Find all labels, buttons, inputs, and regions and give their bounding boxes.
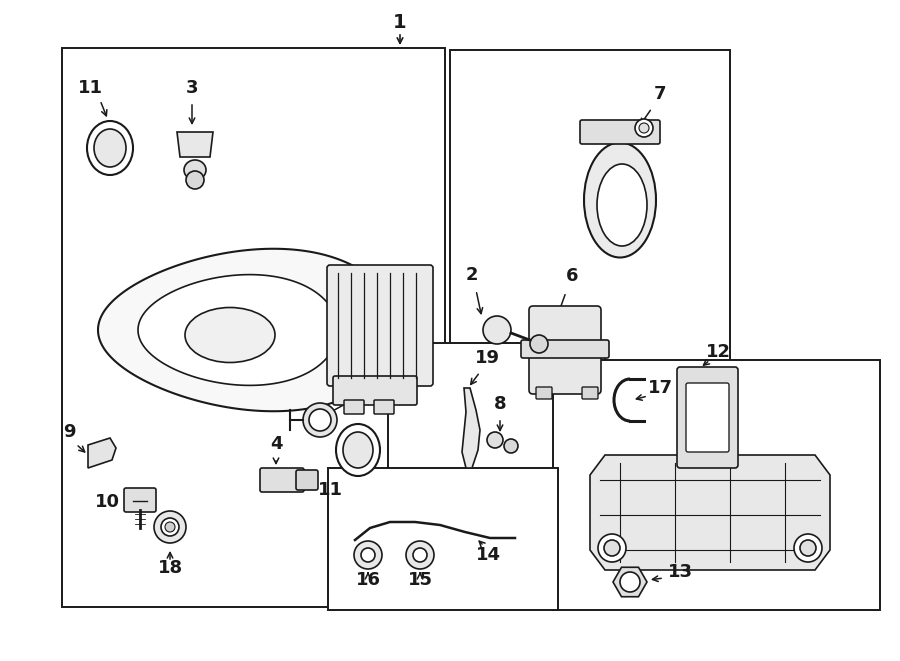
- Text: 7: 7: [653, 85, 666, 103]
- Text: 13: 13: [668, 563, 693, 581]
- Polygon shape: [138, 274, 338, 385]
- FancyBboxPatch shape: [521, 340, 609, 358]
- Text: 9: 9: [64, 423, 76, 441]
- Ellipse shape: [336, 424, 380, 476]
- Ellipse shape: [597, 164, 647, 246]
- Text: 5: 5: [364, 379, 376, 397]
- Text: 12: 12: [706, 343, 731, 361]
- FancyBboxPatch shape: [296, 470, 318, 490]
- Ellipse shape: [343, 432, 373, 468]
- Ellipse shape: [185, 307, 275, 362]
- FancyBboxPatch shape: [536, 387, 552, 399]
- FancyBboxPatch shape: [344, 400, 364, 414]
- Text: 8: 8: [494, 395, 507, 413]
- Polygon shape: [590, 455, 830, 570]
- Circle shape: [530, 335, 548, 353]
- Ellipse shape: [487, 432, 503, 448]
- Bar: [450, 50, 730, 555]
- Polygon shape: [88, 438, 116, 468]
- Polygon shape: [462, 388, 480, 468]
- Bar: [328, 468, 558, 610]
- Text: 17: 17: [648, 379, 673, 397]
- Circle shape: [413, 548, 427, 562]
- FancyBboxPatch shape: [582, 387, 598, 399]
- Circle shape: [406, 541, 434, 569]
- Text: 4: 4: [270, 435, 283, 453]
- Ellipse shape: [94, 129, 126, 167]
- Text: 18: 18: [158, 559, 183, 577]
- Circle shape: [639, 123, 649, 133]
- Text: 11: 11: [77, 79, 103, 97]
- Polygon shape: [98, 249, 398, 411]
- FancyBboxPatch shape: [580, 120, 660, 144]
- Text: 16: 16: [356, 571, 381, 589]
- FancyBboxPatch shape: [374, 400, 394, 414]
- Ellipse shape: [87, 121, 133, 175]
- Ellipse shape: [309, 409, 331, 431]
- Polygon shape: [177, 132, 213, 157]
- FancyBboxPatch shape: [327, 265, 433, 386]
- Circle shape: [620, 572, 640, 592]
- Ellipse shape: [184, 160, 206, 180]
- Circle shape: [361, 548, 375, 562]
- Text: 14: 14: [475, 546, 500, 564]
- Circle shape: [186, 171, 204, 189]
- Text: 15: 15: [408, 571, 433, 589]
- FancyBboxPatch shape: [529, 306, 601, 394]
- Bar: [62, 48, 445, 607]
- Ellipse shape: [584, 143, 656, 258]
- Circle shape: [635, 119, 653, 137]
- Ellipse shape: [483, 316, 511, 344]
- FancyBboxPatch shape: [677, 367, 738, 468]
- Ellipse shape: [154, 511, 186, 543]
- Text: 6: 6: [566, 267, 578, 285]
- Text: 10: 10: [95, 493, 120, 511]
- Ellipse shape: [161, 518, 179, 536]
- Bar: [553, 360, 880, 610]
- Text: 1: 1: [393, 13, 407, 32]
- Text: 19: 19: [474, 349, 500, 367]
- Text: 2: 2: [466, 266, 478, 284]
- FancyBboxPatch shape: [124, 488, 156, 512]
- Ellipse shape: [504, 439, 518, 453]
- Bar: [388, 343, 605, 555]
- Circle shape: [354, 541, 382, 569]
- FancyBboxPatch shape: [260, 468, 304, 492]
- Circle shape: [165, 522, 175, 532]
- Text: 11: 11: [318, 481, 343, 499]
- FancyBboxPatch shape: [686, 383, 729, 452]
- Circle shape: [604, 540, 620, 556]
- Circle shape: [598, 534, 626, 562]
- FancyBboxPatch shape: [333, 376, 417, 405]
- Circle shape: [794, 534, 822, 562]
- Ellipse shape: [303, 403, 337, 437]
- Text: 3: 3: [185, 79, 198, 97]
- Circle shape: [800, 540, 816, 556]
